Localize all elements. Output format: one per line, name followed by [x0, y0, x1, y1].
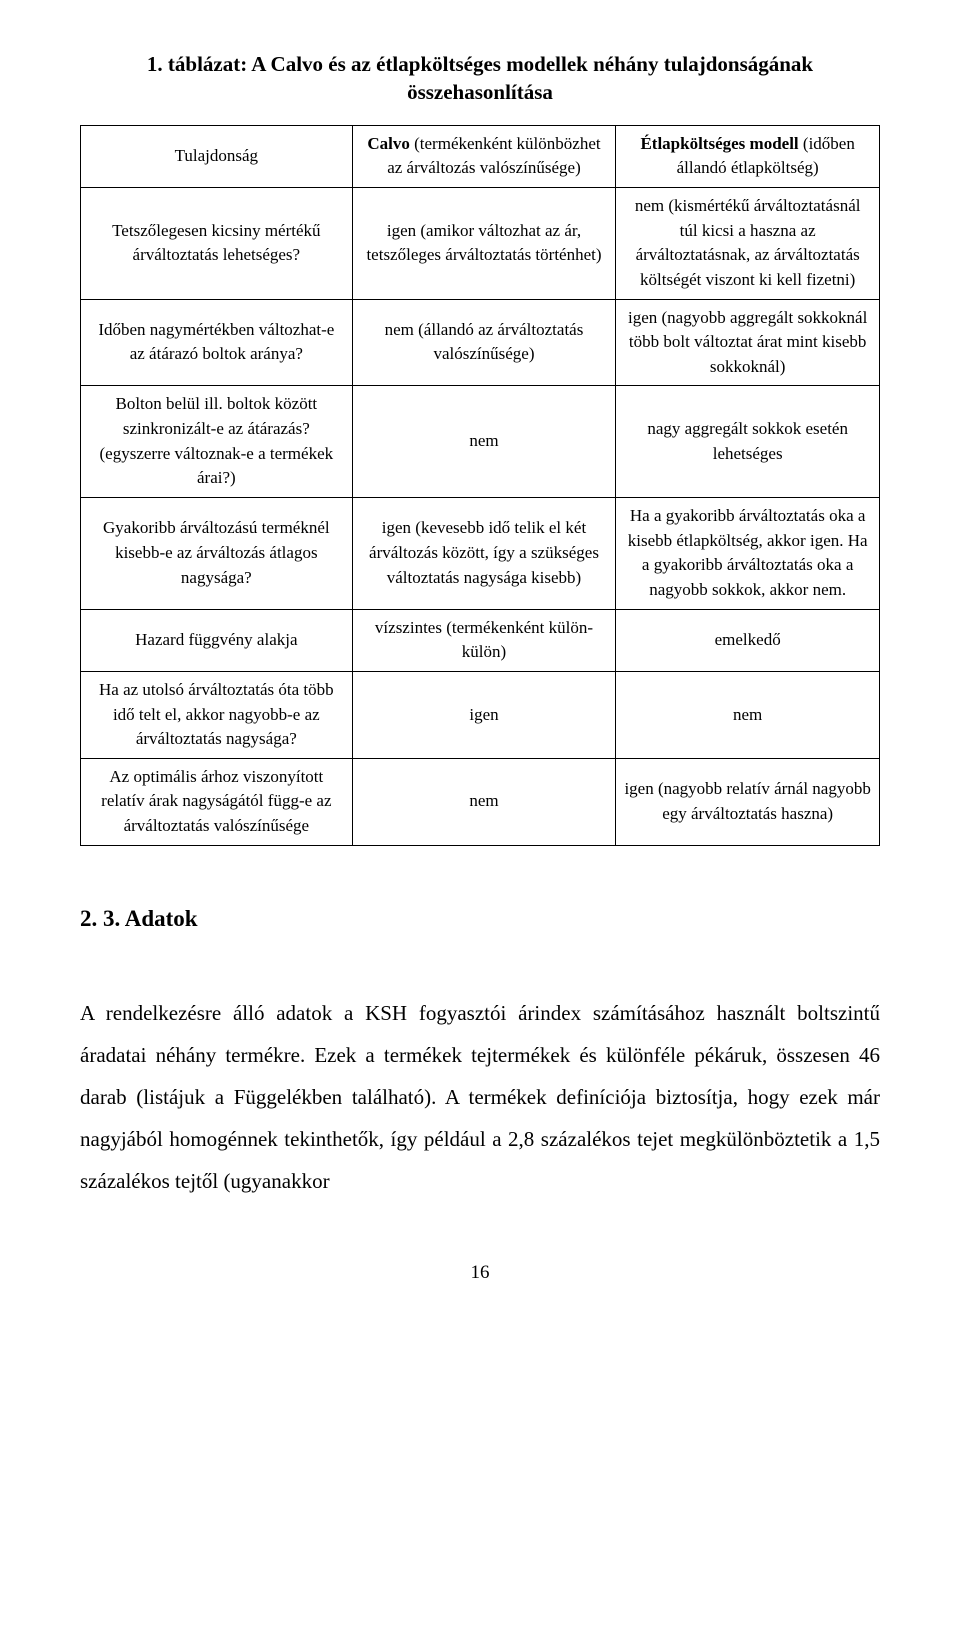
section-heading: 2. 3. Adatok [80, 906, 880, 932]
header-menu-bold: Étlapköltséges modell [640, 134, 798, 153]
cell-calvo: igen (amikor változhat az ár, tetszőlege… [352, 187, 616, 299]
cell-property: Időben nagymértékben változhat-e az átár… [81, 299, 353, 386]
cell-calvo: nem (állandó az árváltoztatás valószínűs… [352, 299, 616, 386]
header-menu: Étlapköltséges modell (időben állandó ét… [616, 125, 880, 187]
cell-property: Tetszőlegesen kicsiny mértékű árváltozta… [81, 187, 353, 299]
cell-menu: emelkedő [616, 609, 880, 671]
cell-property: Ha az utolsó árváltoztatás óta több idő … [81, 671, 353, 758]
header-calvo-bold: Calvo [367, 134, 410, 153]
cell-menu: Ha a gyakoribb árváltoztatás oka a kiseb… [616, 498, 880, 610]
comparison-table: Tulajdonság Calvo (termékenként különböz… [80, 125, 880, 846]
table-row: Tetszőlegesen kicsiny mértékű árváltozta… [81, 187, 880, 299]
table-header-row: Tulajdonság Calvo (termékenként különböz… [81, 125, 880, 187]
table-row: Az optimális árhoz viszonyított relatív … [81, 758, 880, 845]
cell-menu: igen (nagyobb relatív árnál nagyobb egy … [616, 758, 880, 845]
table-row: Hazard függvény alakja vízszintes (termé… [81, 609, 880, 671]
cell-menu: nagy aggregált sokkok esetén lehetséges [616, 386, 880, 498]
header-property: Tulajdonság [81, 125, 353, 187]
page-number: 16 [80, 1262, 880, 1284]
table-caption: 1. táblázat: A Calvo és az étlapköltsége… [80, 50, 880, 107]
cell-menu: nem [616, 671, 880, 758]
header-calvo-rest: (termékenként különbözhet az árváltozás … [387, 134, 600, 178]
cell-calvo: vízszintes (termékenként külön-külön) [352, 609, 616, 671]
table-row: Ha az utolsó árváltoztatás óta több idő … [81, 671, 880, 758]
cell-property: Hazard függvény alakja [81, 609, 353, 671]
header-calvo: Calvo (termékenként különbözhet az árvál… [352, 125, 616, 187]
cell-menu: nem (kismértékű árváltoztatásnál túl kic… [616, 187, 880, 299]
cell-menu: igen (nagyobb aggregált sokkoknál több b… [616, 299, 880, 386]
cell-property: Az optimális árhoz viszonyított relatív … [81, 758, 353, 845]
table-row: Gyakoribb árváltozású terméknél kisebb-e… [81, 498, 880, 610]
cell-calvo: nem [352, 386, 616, 498]
table-row: Bolton belül ill. boltok között szinkron… [81, 386, 880, 498]
cell-calvo: igen (kevesebb idő telik el két árváltoz… [352, 498, 616, 610]
cell-property: Bolton belül ill. boltok között szinkron… [81, 386, 353, 498]
cell-calvo: nem [352, 758, 616, 845]
cell-calvo: igen [352, 671, 616, 758]
body-paragraph: A rendelkezésre álló adatok a KSH fogyas… [80, 992, 880, 1202]
table-row: Időben nagymértékben változhat-e az átár… [81, 299, 880, 386]
cell-property: Gyakoribb árváltozású terméknél kisebb-e… [81, 498, 353, 610]
